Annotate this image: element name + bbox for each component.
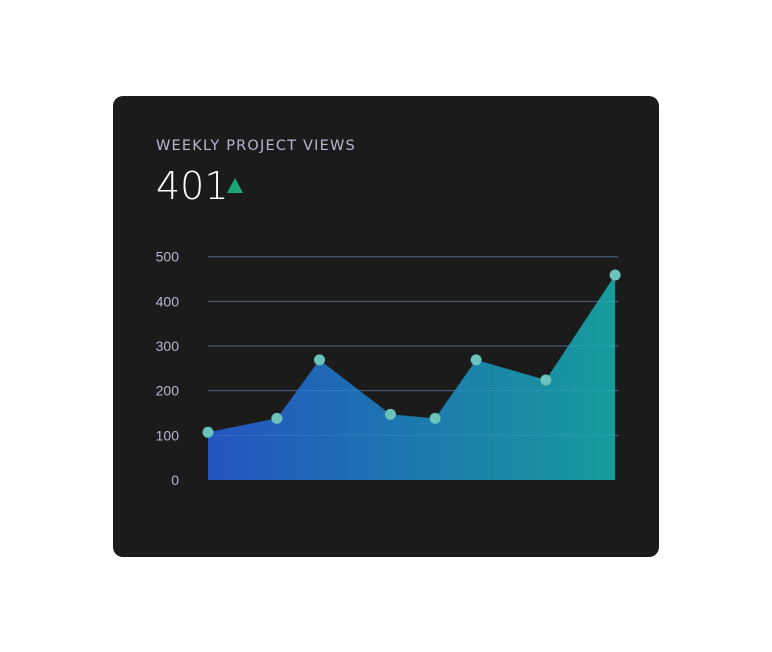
- data-point: [384, 408, 396, 420]
- data-point: [314, 354, 326, 366]
- data-point: [202, 426, 214, 438]
- card-title: WEEKLY PROJECT VIEWS: [156, 138, 355, 154]
- y-tick-label: 400: [156, 293, 180, 309]
- data-point: [540, 374, 552, 386]
- y-tick-label: 500: [156, 249, 180, 265]
- area-series: [208, 275, 616, 480]
- area-chart: 0 100 200 300 400 500: [156, 249, 621, 488]
- y-tick-label: 100: [156, 427, 180, 443]
- y-tick-label: 300: [156, 338, 180, 354]
- data-point: [429, 412, 441, 424]
- data-point: [609, 269, 621, 281]
- data-point: [271, 412, 283, 424]
- y-tick-label: 0: [171, 472, 179, 488]
- data-point: [470, 354, 482, 366]
- metric-value: 401: [156, 164, 229, 208]
- y-tick-label: 200: [156, 383, 180, 399]
- triangle-up-icon: [227, 178, 243, 193]
- chart-card: WEEKLY PROJECT VIEWS 401 0 100 200 300 400 50…: [113, 96, 659, 557]
